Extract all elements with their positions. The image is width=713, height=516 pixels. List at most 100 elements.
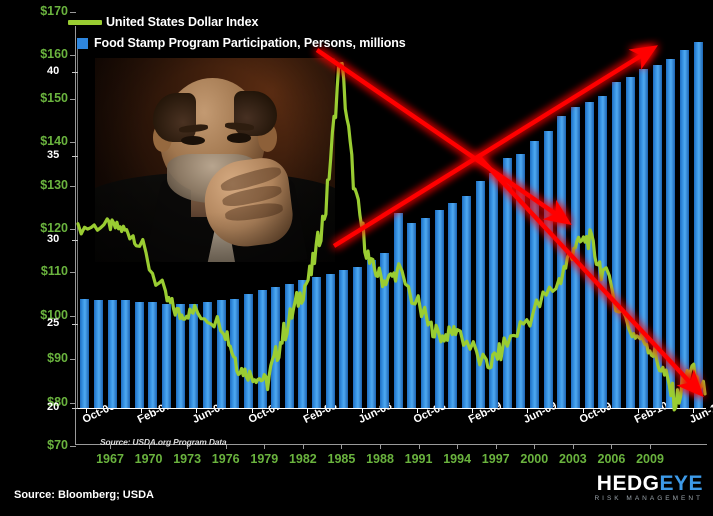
bar [175,303,185,408]
x-axis-year-tickmark [110,444,111,449]
x-axis-year-tick: 1997 [481,452,510,466]
bar [584,102,594,408]
x-axis-year-tickmark [341,444,343,449]
x-axis-year-tickmark [225,444,227,449]
y-axis-millions-tickmark [72,156,78,157]
bar [298,280,308,408]
bar [257,290,267,408]
bar [502,157,512,408]
bar [461,196,471,408]
y-axis-dollar-tickmark [70,185,76,187]
y-axis-dollar-tickmark [70,55,76,57]
y-axis-millions-tickmark [72,408,78,409]
y-axis-dollar-tick: $100 [40,307,68,322]
y-axis-millions-tick: 40 [47,65,60,77]
x-axis-year-tick: 1973 [173,452,202,466]
x-axis-month-tickmark [306,408,308,413]
x-axis-year-tick: 2003 [558,452,587,466]
x-axis-year-tick: 1970 [134,452,163,466]
y-axis-dollar-tickmark [70,12,76,13]
y-axis-dollar-tick: $90 [47,351,68,366]
y-axis-dollar-tickmark [70,359,76,361]
bar [230,298,240,408]
x-axis-month-tickmark [527,408,529,413]
x-axis-month-tickmark [361,408,363,413]
bar [121,300,131,408]
x-axis-year-tickmark [572,444,574,449]
bar [557,115,567,408]
y-axis-dollar-tickmark [70,272,76,274]
outer-axis-line-left [75,26,76,445]
bar [393,213,403,408]
bar [312,276,322,408]
x-axis-year-tickmark [534,444,536,449]
y-axis-dollar-tick: $160 [40,47,68,62]
bar [366,260,376,408]
bar [284,283,294,408]
x-axis-year-tick: 1988 [366,452,394,466]
x-axis-year-tick: 1976 [211,452,240,466]
x-axis-year-tick: 1979 [250,452,279,466]
bar [380,253,390,408]
bar [516,154,526,408]
chart-legend: United States Dollar Index Food Stamp Pr… [68,14,406,56]
legend-line-swatch [68,19,102,25]
bar [134,302,144,408]
bar [107,300,117,408]
bar [93,300,103,408]
x-axis-year-tickmark [264,444,266,449]
bar [693,41,703,408]
arrow-down-right-segment-2 [478,156,704,398]
bar [680,50,690,408]
hedgeye-logo: HEDGEYE RISK MANAGEMENT [594,473,703,503]
bar [202,302,212,408]
outer-axis-line-bottom [75,444,707,445]
logo-text-primary: HEDG [596,472,660,495]
bar [325,273,335,408]
x-axis-year-tickmark [650,444,651,449]
logo-tagline: RISK MANAGEMENT [594,495,703,502]
bar [598,95,608,408]
y-axis-millions-tickmark [72,240,78,241]
bar [216,300,226,408]
bar [448,203,458,408]
bar [339,270,349,408]
y-axis-dollar-tick: $120 [40,221,68,235]
y-axis-dollar-tickmark [70,446,76,447]
bar [530,140,540,408]
x-axis-month-tickmark [86,408,87,413]
x-axis-year-tickmark [148,444,150,449]
bar [543,130,553,408]
x-axis-year-tickmark [380,444,381,449]
y-axis-dollar-tickmark [70,315,76,317]
x-axis-month-tickmark [582,408,584,413]
y-axis-dollar-tick: $170 [40,4,68,18]
x-axis-year-tick: 1994 [443,452,472,466]
y-axis-dollar-tick: $110 [40,264,68,279]
bar [639,68,649,408]
y-axis-millions-tick: 35 [47,149,60,161]
ben-bernanke-photo [95,58,335,262]
bar [625,77,635,408]
logo-text-secondary: EYE [659,472,703,495]
x-axis-month-tickmark [251,408,253,413]
y-axis-dollar-tickmark [70,229,76,230]
x-axis-month-tickmark [417,408,419,413]
bar [652,65,662,408]
bar [407,223,417,408]
x-axis-year-tickmark [187,444,189,449]
y-axis-dollar-tick: $140 [40,134,68,149]
x-axis-year-tick: 2000 [520,452,549,466]
arrow-down-right-segment-1 [315,48,572,225]
x-axis-year-tick: 1982 [288,452,317,466]
y-axis-dollar-tickmark [70,402,76,404]
bar [189,303,199,408]
legend-box-swatch [77,37,88,49]
x-axis-year-tickmark [457,444,459,449]
legend-label-dollar-index: United States Dollar Index [106,15,259,29]
x-axis-year-tick: 1985 [327,452,356,466]
inner-axis-line-bottom [77,408,706,409]
y-axis-millions-tickmark [72,72,78,73]
